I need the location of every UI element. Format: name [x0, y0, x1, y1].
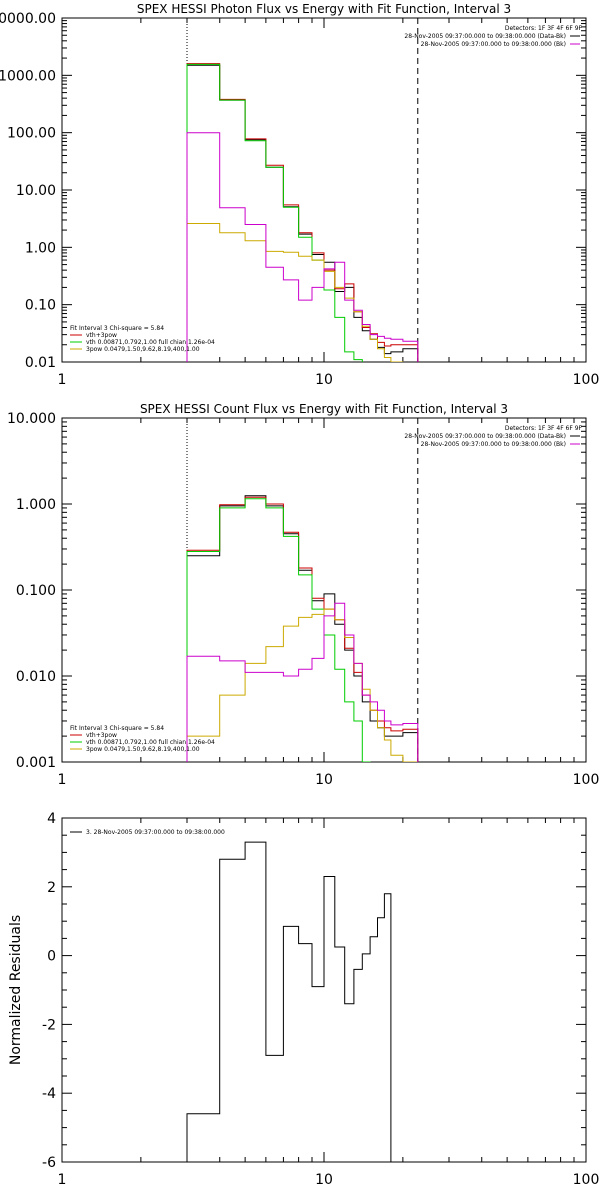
chart-title: SPEX HESSI Count Flux vs Energy with Fit… [140, 402, 508, 416]
plot-frame [61, 817, 587, 1163]
legend-label: vth+3pow [86, 332, 117, 339]
chart-panel-1: SPEX HESSI Photon Flux vs Energy with Fi… [0, 2, 599, 388]
chart-panel-3: 1 10 100 -6 -4 -2 0 2 4 Normalized Residuals 3. 28… [8, 811, 599, 1188]
x-tick-label: 1 [58, 772, 67, 788]
x-tick-label: 1 [58, 1172, 67, 1188]
x-tick-label: 100 [573, 772, 600, 788]
header-line: 28-Nov-2005 09:37:00.000 to 09:38:00.000… [421, 441, 566, 448]
y-tick-label: 10000.00 [0, 11, 56, 27]
y-tick-label: 4 [47, 811, 56, 827]
y-tick-label: 1000.00 [0, 68, 56, 84]
legend-label: 3pow 0.0479,1.50,9.62,8.19,400,1.00 [86, 346, 200, 353]
legend-label: vth+3pow [86, 732, 117, 739]
header-line: Detectors: 1F 3F 4F 6F 9F [505, 425, 583, 432]
y-tick-label: 2 [47, 880, 56, 896]
chart-panel-2: SPEX HESSI Count Flux vs Energy with Fit… [7, 402, 599, 788]
y-tick-label: -4 [42, 1086, 56, 1102]
series-line-3 [186, 63, 419, 362]
legend-label: 3pow 0.0479,1.50,9.62,8.19,400,1.00 [86, 746, 200, 753]
x-tick-label: 1 [58, 372, 67, 388]
x-tick-label: 10 [315, 372, 333, 388]
series-line-1 [186, 64, 419, 362]
series-line-4 [186, 608, 418, 762]
y-tick-label: 0.001 [16, 755, 56, 771]
series-line-3 [186, 498, 419, 762]
x-tick-label: 10 [315, 1172, 333, 1188]
legend-heading: Fit Interval 3 Chi-square = 5.84 [70, 725, 164, 732]
series-line-5 [186, 602, 419, 762]
y-tick-label: 0 [47, 949, 56, 965]
y-tick-label: -6 [42, 1155, 56, 1171]
x-tick-label: 10 [315, 772, 333, 788]
y-tick-label: 0.10 [25, 298, 56, 314]
legend-label: vth 0.00871,0.792,1.00 full chian 1.26e-… [86, 739, 215, 746]
y-tick-label: 10.000 [7, 411, 56, 427]
series-line-1 [186, 495, 419, 762]
y-tick-label: -2 [42, 1017, 56, 1033]
y-tick-label: 0.010 [16, 669, 56, 685]
header-line: 28-Nov-2005 09:37:00.000 to 09:38:00.000… [421, 41, 566, 48]
y-tick-label: 0.01 [25, 355, 56, 371]
header-line: Detectors: 1F 3F 4F 6F 9F [505, 25, 583, 32]
legend-label: 3. 28-Nov-2005 09:37:00.000 to 09:38:00.… [86, 829, 225, 836]
x-tick-label: 100 [573, 1172, 600, 1188]
x-tick-label: 100 [573, 372, 600, 388]
series-line-5 [186, 132, 419, 362]
series-line-4 [186, 223, 419, 362]
y-tick-label: 100.00 [7, 126, 56, 142]
legend-label: vth 0.00871,0.792,1.00 full chian 1.26e-… [86, 339, 215, 346]
y-tick-label: 10.00 [16, 183, 56, 199]
header-line: 28-Nov-2005 09:37:00.000 to 09:38:00.000… [404, 433, 566, 440]
series-line-1 [186, 841, 392, 1162]
legend-heading: Fit Interval 3 Chi-square = 5.84 [70, 325, 164, 332]
y-axis-label: Normalized Residuals [8, 915, 24, 1065]
y-tick-label: 1.000 [16, 497, 56, 513]
y-tick-label: 0.100 [16, 583, 56, 599]
plot-frame [61, 417, 587, 763]
series-line-2 [186, 496, 419, 762]
series-line-2 [186, 63, 419, 362]
chart-title: SPEX HESSI Photon Flux vs Energy with Fi… [137, 2, 511, 16]
plot-frame [61, 17, 587, 363]
header-line: 28-Nov-2005 09:37:00.000 to 09:38:00.000… [404, 33, 566, 40]
y-tick-label: 1.00 [25, 240, 56, 256]
